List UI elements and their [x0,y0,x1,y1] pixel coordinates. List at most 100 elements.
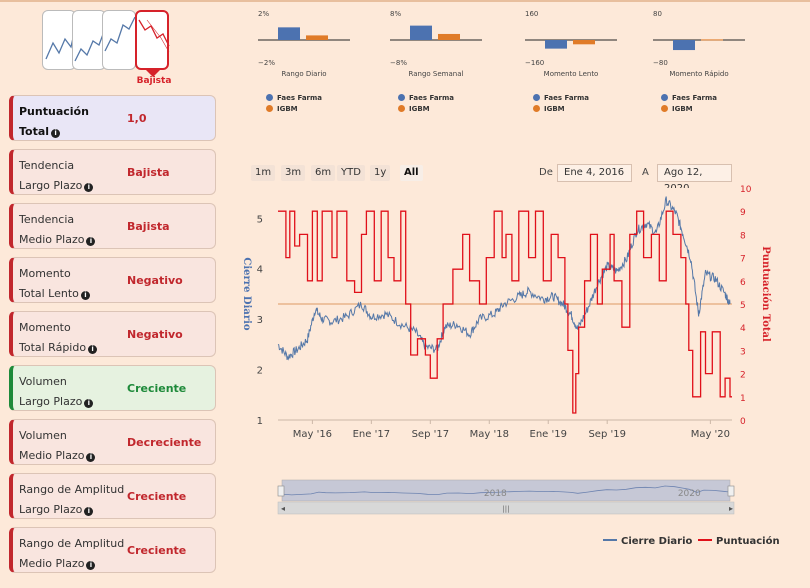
info-icon[interactable]: i [86,237,96,246]
series-line-puntuacion[interactable] [278,210,732,414]
y-right-tick-label: 0 [740,417,746,427]
navigator-label: 2020 [678,489,701,499]
info-icon[interactable]: i [84,183,94,192]
score-card[interactable]: Volumen Medio Plazo i Decreciente [9,419,216,465]
scroll-right-arrow-icon[interactable]: ▸ [729,504,733,513]
score-card-label-text: Medio Plazo [19,449,85,462]
score-card-label: Puntuación Total i [19,102,131,142]
score-card-value: Decreciente [127,436,202,449]
legend-score-label: Puntuación [716,536,780,547]
score-card-label-line2: Medio Plazo i [19,230,131,250]
score-card[interactable]: Momento Total Lento i Negativo [9,257,216,303]
from-label: De [539,167,553,178]
mini-legend-item-faes[interactable]: Faes Farma [266,93,322,104]
mini-legend-item-igbm[interactable]: IGBM [266,104,322,115]
mini-bar-faes [278,27,300,40]
pointer-down-icon [146,70,160,77]
score-card-label-text: Largo Plazo [19,179,83,192]
info-icon[interactable]: i [51,129,61,138]
legend-dot-icon [661,94,668,101]
scroll-grip-icon[interactable]: ||| [502,505,509,513]
mini-bar-faes [545,40,567,49]
navigator-handle-right[interactable] [727,485,735,497]
score-card[interactable]: Tendencia Medio Plazo i Bajista [9,203,216,249]
y-right-tick-label: 7 [740,255,746,265]
score-card-value: Bajista [127,220,170,233]
legend-item-score[interactable]: Puntuación [698,535,780,549]
range-button-all[interactable]: All [400,165,423,181]
info-icon[interactable]: i [84,507,94,516]
legend-dot-icon [266,105,273,112]
score-card[interactable]: Volumen Largo Plazo i Creciente [9,365,216,411]
score-card-label-line1: Volumen [19,375,67,388]
mini-ymax-label: 8% [390,10,401,18]
score-card-value: Creciente [127,544,187,557]
score-card-label-line1: Puntuación [19,105,89,118]
series-line-cierre-diario[interactable] [277,196,731,361]
mini-chart-plot: 2% −2% [258,10,350,67]
mini-legend: Faes Farma IGBM [661,93,717,115]
score-card-label-text: Total Lento [19,287,79,300]
mini-chart: 2% −2% Rango Diario Faes Farma IGBM [258,8,388,118]
top-border [0,0,810,2]
mini-legend-item-faes[interactable]: Faes Farma [661,93,717,104]
range-button-1m[interactable]: 1m [251,165,276,181]
trend-up-icon [102,10,136,70]
from-date-input[interactable]: Ene 4, 2016 [557,164,632,182]
score-card[interactable]: Tendencia Largo Plazo i Bajista [9,149,216,195]
mini-chart-title: Momento Rápido [669,70,729,78]
score-card-label-line1: Momento [19,267,71,280]
trend-icons: Bajista [40,8,180,90]
y-right-tick-label: 8 [740,231,746,241]
score-card-label-line1: Momento [19,321,71,334]
trend-label: Bajista [136,76,172,86]
info-icon[interactable]: i [86,453,96,462]
score-card-label-line2: Medio Plazo i [19,446,131,466]
score-card-label-text: Total Rápido [19,341,87,354]
score-card[interactable]: Momento Total Rápido i Negativo [9,311,216,357]
info-icon[interactable]: i [80,291,90,300]
mini-legend-item-faes[interactable]: Faes Farma [398,93,454,104]
mini-chart-title: Rango Semanal [408,70,464,78]
mini-legend-label: IGBM [277,105,298,113]
to-label: A [642,167,649,178]
range-button-ytd[interactable]: YTD [337,165,365,181]
mini-chart-title: Momento Lento [543,70,599,78]
score-card-value: Creciente [127,490,187,503]
legend-price-label: Cierre Diario [621,536,693,547]
info-icon[interactable]: i [84,399,94,408]
mini-legend-item-igbm[interactable]: IGBM [533,104,589,115]
mini-ymin-label: −160 [525,59,544,67]
range-button-3m[interactable]: 3m [281,165,306,181]
info-icon[interactable]: i [86,561,96,570]
score-card-label-line2: Medio Plazo i [19,554,131,574]
trend-down-icon [135,10,170,70]
main-chart[interactable]: 1 2 3 4 5 0 1 2 3 4 5 6 7 8 9 10 May '16 Ene '17 Sep '17 Ma… [230,178,790,523]
x-tick-label: Ene '17 [353,429,390,440]
legend-item-price[interactable]: Cierre Diario [603,535,692,549]
navigator-label: 2018 [484,489,507,499]
range-button-1y[interactable]: 1y [370,165,391,181]
x-tick-label: May '20 [691,429,730,440]
mini-legend-item-igbm[interactable]: IGBM [661,104,717,115]
mini-chart: 80 −80 Momento Rápido Faes Farma IGBM [653,8,783,118]
mini-ymin-label: −2% [258,59,275,67]
scroll-left-arrow-icon[interactable]: ◂ [281,504,285,513]
range-button-6m[interactable]: 6m [311,165,336,181]
legend-dot-icon [661,105,668,112]
info-icon[interactable]: i [88,345,98,354]
navigator-handle-left[interactable] [277,485,285,497]
y-right-tick-label: 6 [740,278,746,288]
mini-legend-label: Faes Farma [277,94,323,102]
score-card[interactable]: Rango de Amplitud Medio Plazo i Creciente [9,527,216,573]
mini-legend-item-faes[interactable]: Faes Farma [533,93,589,104]
navigator-scrollbar[interactable] [277,501,735,515]
y-right-tick-label: 9 [740,208,746,218]
mini-legend-item-igbm[interactable]: IGBM [398,104,454,115]
mini-bar-igbm [701,39,723,41]
legend-line-price [603,539,617,541]
y-right-tick-label: 5 [740,301,746,311]
score-card[interactable]: Rango de Amplitud Largo Plazo i Creciente [9,473,216,519]
mini-ymax-label: 2% [258,10,269,18]
score-card[interactable]: Puntuación Total i 1,0 [9,95,216,141]
